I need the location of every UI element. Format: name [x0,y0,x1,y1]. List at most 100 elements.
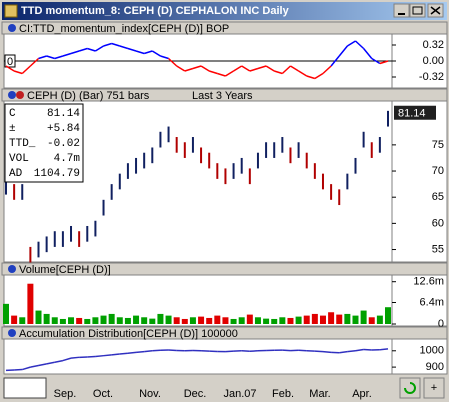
line-segment [103,354,112,357]
volume-bar [76,317,83,324]
x-tick-label: Oct. [93,388,113,400]
app-icon [4,4,18,18]
line-segment [346,40,356,47]
symbol-input[interactable] [3,377,47,399]
volume-bar [3,303,9,324]
line-segment [38,55,47,60]
line-segment [144,350,153,353]
volume-bar [116,317,123,324]
panel-dot [8,265,16,273]
line-segment [70,50,80,55]
volume-bar [319,315,326,324]
line-segment [87,47,96,52]
y-tick-label: 55 [432,243,444,255]
line-segment [347,350,356,353]
line-segment [290,65,299,72]
y-tick-label: 0.32 [423,39,444,51]
line-segment [249,67,259,72]
window-buttons [393,3,444,18]
line-segment [371,57,381,65]
axis-area [391,338,448,375]
line-segment [330,55,340,67]
volume-bar [173,317,180,324]
volume-bar [198,316,205,324]
volume-bar [141,317,148,324]
minimize-button[interactable] [393,3,410,18]
x-tick-label: Jan.07 [223,388,256,400]
y-tick-label: 65 [432,191,444,203]
panel-dot [8,24,16,32]
volume-bar [328,312,335,324]
refresh-button[interactable] [399,377,421,399]
volume-bar [84,318,91,324]
volume-bar [246,314,253,324]
info-value: 81.14 [47,108,80,120]
volume-bar [222,317,229,324]
line-segment [95,354,104,358]
y-tick-label: 6.4m [420,296,444,308]
line-segment [143,50,153,55]
info-key: ± [9,123,16,135]
volume-bar [368,317,375,324]
line-segment [306,75,316,80]
line-segment [200,65,210,72]
volume-bar [230,318,237,324]
volume-bar [360,310,367,324]
line-segment [225,70,234,77]
plot-area [3,338,393,375]
panel-subtitle: Last 3 Years [192,90,253,102]
panel-dot [8,329,16,337]
title-bar [2,2,447,20]
panel-title: Accumulation Distribution[CEPH (D)] 1000… [19,328,238,340]
add-button[interactable] [423,377,445,399]
line-segment [22,366,31,371]
x-tick-label: Apr. [352,388,372,400]
x-tick-label: Dec. [184,388,207,400]
line-segment [111,353,120,356]
volume-bar [279,317,286,324]
volume-bar [68,317,75,324]
volume-bar [11,315,18,324]
last-price-label: 81.14 [398,108,426,120]
axis-area [391,33,448,89]
info-value: 4.7m [54,153,81,165]
line-segment [135,50,145,55]
maximize-button[interactable] [409,3,426,18]
volume-bar [157,313,164,324]
line-segment [233,65,243,72]
line-segment [355,348,364,352]
volume-bar [181,318,188,324]
volume-bar [287,317,294,324]
volume-bar [295,316,302,324]
y-tick-label: 75 [432,139,444,151]
line-segment [135,350,145,354]
volume-bar [51,317,58,324]
y-tick-label: 1000 [420,345,444,357]
volume-bar [352,315,359,324]
line-segment [322,350,332,354]
volume-bar [108,313,115,324]
line-segment [95,45,104,52]
volume-bar [254,317,261,324]
volume-bar [271,318,278,324]
line-segment [184,67,194,72]
line-segment [339,350,348,354]
panel-dot [8,91,16,99]
volume-bar [206,317,213,324]
volume-bar [27,283,34,324]
line-segment [160,55,169,60]
line-segment [46,55,55,60]
volume-bar [385,307,391,324]
volume-bar [100,315,107,324]
refresh-icon [404,382,416,394]
line-segment [273,70,283,75]
y-tick-label: 12.6m [413,276,444,288]
window-title: TTD momentum_8: CEPH (D) CEPHALON INC Da… [21,5,290,17]
axis-area [391,100,448,263]
line-segment [241,65,251,72]
info-key: C [9,108,16,120]
line-segment [298,70,308,77]
info-value: +5.84 [47,123,80,135]
line-segment [111,42,121,47]
